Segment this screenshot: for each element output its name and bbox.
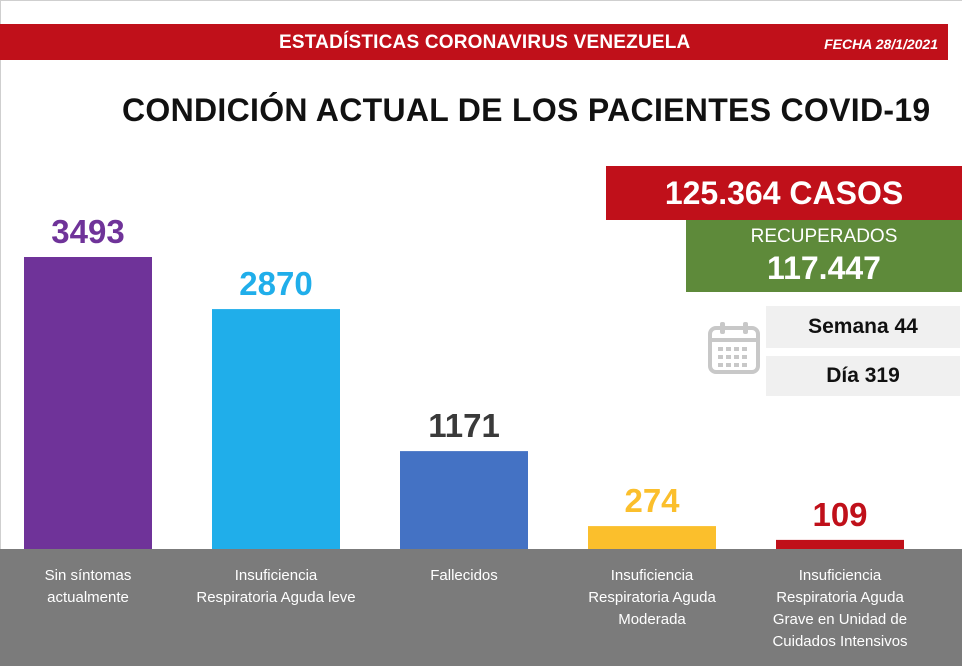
total-cases-badge: 125.364 CASOS (606, 166, 962, 220)
category-label-3: Fallecidos (379, 565, 549, 587)
header-title: ESTADÍSTICAS CORONAVIRUS VENEZUELA (279, 32, 691, 53)
header-bar: ESTADÍSTICAS CORONAVIRUS VENEZUELA FECHA… (0, 24, 948, 60)
bar-value-label-1: 3493 (51, 213, 124, 250)
page-title: CONDICIÓN ACTUAL DE LOS PACIENTES COVID-… (122, 92, 931, 128)
bar-3 (400, 451, 528, 549)
recovered-badge: RECUPERADOS 117.447 (686, 220, 962, 292)
bar-value-label-4: 274 (624, 482, 680, 519)
category-label-5: Insuficiencia Respiratoria Aguda Grave en … (755, 565, 925, 653)
week-value: Semana 44 (808, 315, 918, 338)
category-label-line: Moderada (618, 611, 686, 628)
category-label-line: Respiratoria Aguda (776, 589, 904, 606)
recovered-value: 117.447 (767, 250, 881, 286)
category-label-line: Cuidados Intensivos (772, 633, 908, 650)
category-axis-band (0, 549, 962, 666)
category-label-1: Sin síntomas actualmente (3, 565, 173, 609)
category-label-line: Respiratoria Aguda (588, 589, 716, 606)
day-badge: Día 319 (766, 356, 960, 396)
category-label-line: actualmente (47, 589, 129, 606)
week-badge: Semana 44 (766, 306, 960, 348)
category-label-line: Fallecidos (430, 567, 498, 584)
bar-5 (776, 539, 904, 549)
bar-value-label-5: 109 (812, 496, 867, 533)
category-label-line: Respiratoria Aguda leve (196, 589, 356, 606)
day-value: Día 319 (826, 364, 900, 387)
bar-value-label-2: 2870 (239, 265, 312, 302)
category-label-4: Insuficiencia Respiratoria Aguda Moderada (567, 565, 737, 631)
category-label-2: Insuficiencia Respiratoria Aguda leve (191, 565, 361, 609)
recovered-label: RECUPERADOS (750, 226, 898, 247)
bar-value-label-3: 1171 (428, 407, 500, 444)
bar-4 (588, 526, 716, 549)
calendar-icon (706, 320, 762, 376)
category-label-line: Insuficiencia (234, 567, 318, 584)
bar-2 (212, 309, 340, 549)
category-label-line: Insuficiencia (798, 567, 882, 584)
total-cases-value: 125.364 CASOS (664, 174, 904, 211)
bar-1 (24, 257, 152, 549)
category-label-line: Insuficiencia (610, 567, 694, 584)
category-label-line: Sin síntomas (44, 567, 132, 584)
category-label-line: Grave en Unidad de (772, 611, 908, 628)
header-date: FECHA 28/1/2021 (824, 36, 938, 52)
